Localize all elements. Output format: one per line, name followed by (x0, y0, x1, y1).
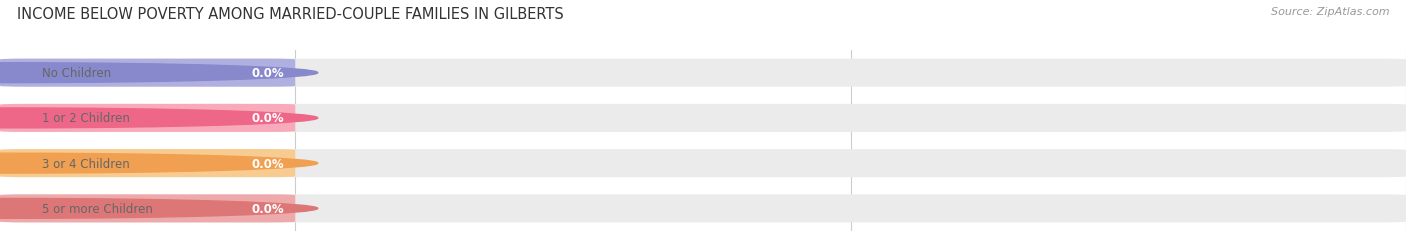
Text: 0.0%: 0.0% (252, 112, 284, 125)
Circle shape (0, 64, 318, 83)
Text: 3 or 4 Children: 3 or 4 Children (42, 157, 129, 170)
Circle shape (0, 109, 318, 128)
FancyBboxPatch shape (0, 104, 295, 132)
Circle shape (0, 154, 318, 173)
FancyBboxPatch shape (0, 104, 1406, 132)
FancyBboxPatch shape (0, 59, 295, 87)
FancyBboxPatch shape (0, 59, 1406, 87)
Text: INCOME BELOW POVERTY AMONG MARRIED-COUPLE FAMILIES IN GILBERTS: INCOME BELOW POVERTY AMONG MARRIED-COUPL… (17, 7, 564, 22)
FancyBboxPatch shape (0, 149, 295, 177)
Text: 0.0%: 0.0% (252, 67, 284, 80)
Text: 5 or more Children: 5 or more Children (42, 202, 153, 215)
Text: No Children: No Children (42, 67, 111, 80)
Text: 0.0%: 0.0% (252, 157, 284, 170)
FancyBboxPatch shape (0, 195, 295, 222)
Text: 1 or 2 Children: 1 or 2 Children (42, 112, 131, 125)
Circle shape (0, 199, 318, 218)
FancyBboxPatch shape (0, 149, 1406, 177)
Text: Source: ZipAtlas.com: Source: ZipAtlas.com (1271, 7, 1389, 17)
FancyBboxPatch shape (0, 195, 1406, 222)
Text: 0.0%: 0.0% (252, 202, 284, 215)
